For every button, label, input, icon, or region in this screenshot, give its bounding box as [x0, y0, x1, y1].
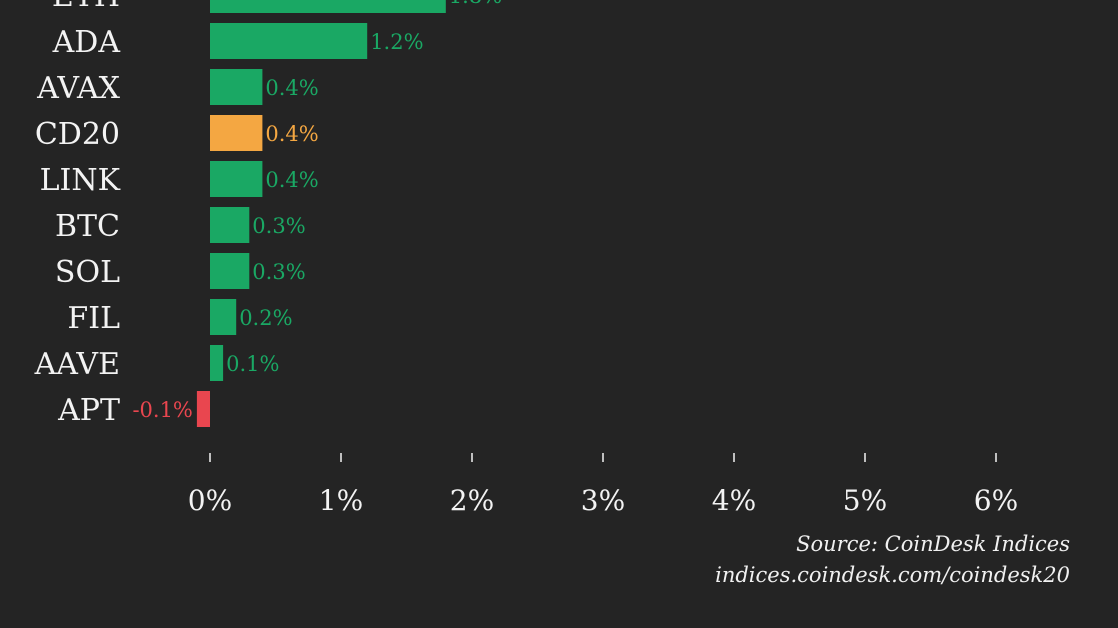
bar	[210, 23, 368, 59]
bar	[210, 345, 224, 381]
category-label: AAVE	[34, 347, 120, 382]
category-label: LINK	[40, 163, 121, 198]
value-label: 0.4%	[265, 76, 318, 100]
source-note: Source: CoinDesk Indices	[796, 532, 1070, 556]
tick-label: 5%	[843, 484, 887, 517]
value-label: 1.2%	[370, 30, 423, 54]
category-label: BTC	[55, 209, 120, 244]
bar	[210, 207, 250, 243]
category-label: FIL	[67, 301, 120, 336]
bar	[210, 253, 250, 289]
value-label: 0.3%	[252, 260, 305, 284]
value-label: 0.3%	[252, 214, 305, 238]
bar	[210, 115, 263, 151]
category-label: SOL	[55, 255, 120, 290]
tick-label: 0%	[188, 484, 232, 517]
tick-label: 6%	[974, 484, 1018, 517]
value-label: 0.4%	[265, 168, 318, 192]
bar	[210, 161, 263, 197]
tick-label: 3%	[581, 484, 625, 517]
bar	[210, 69, 263, 105]
value-label: 0.2%	[239, 306, 292, 330]
category-label: AVAX	[36, 71, 120, 106]
bar	[210, 299, 237, 335]
tick-label: 4%	[712, 484, 756, 517]
value-label: -0.1%	[132, 398, 192, 422]
value-label: 1.8%	[449, 0, 502, 8]
source-url: indices.coindesk.com/coindesk20	[715, 563, 1070, 587]
value-label: 0.1%	[226, 352, 279, 376]
category-label: CD20	[35, 117, 120, 152]
bar	[210, 0, 446, 13]
value-label: 0.4%	[265, 122, 318, 146]
bar	[196, 391, 210, 427]
tick-label: 1%	[319, 484, 363, 517]
category-label: ETH	[52, 0, 120, 14]
tick-label: 2%	[450, 484, 494, 517]
category-label: APT	[57, 393, 120, 428]
category-label: ADA	[52, 25, 121, 60]
